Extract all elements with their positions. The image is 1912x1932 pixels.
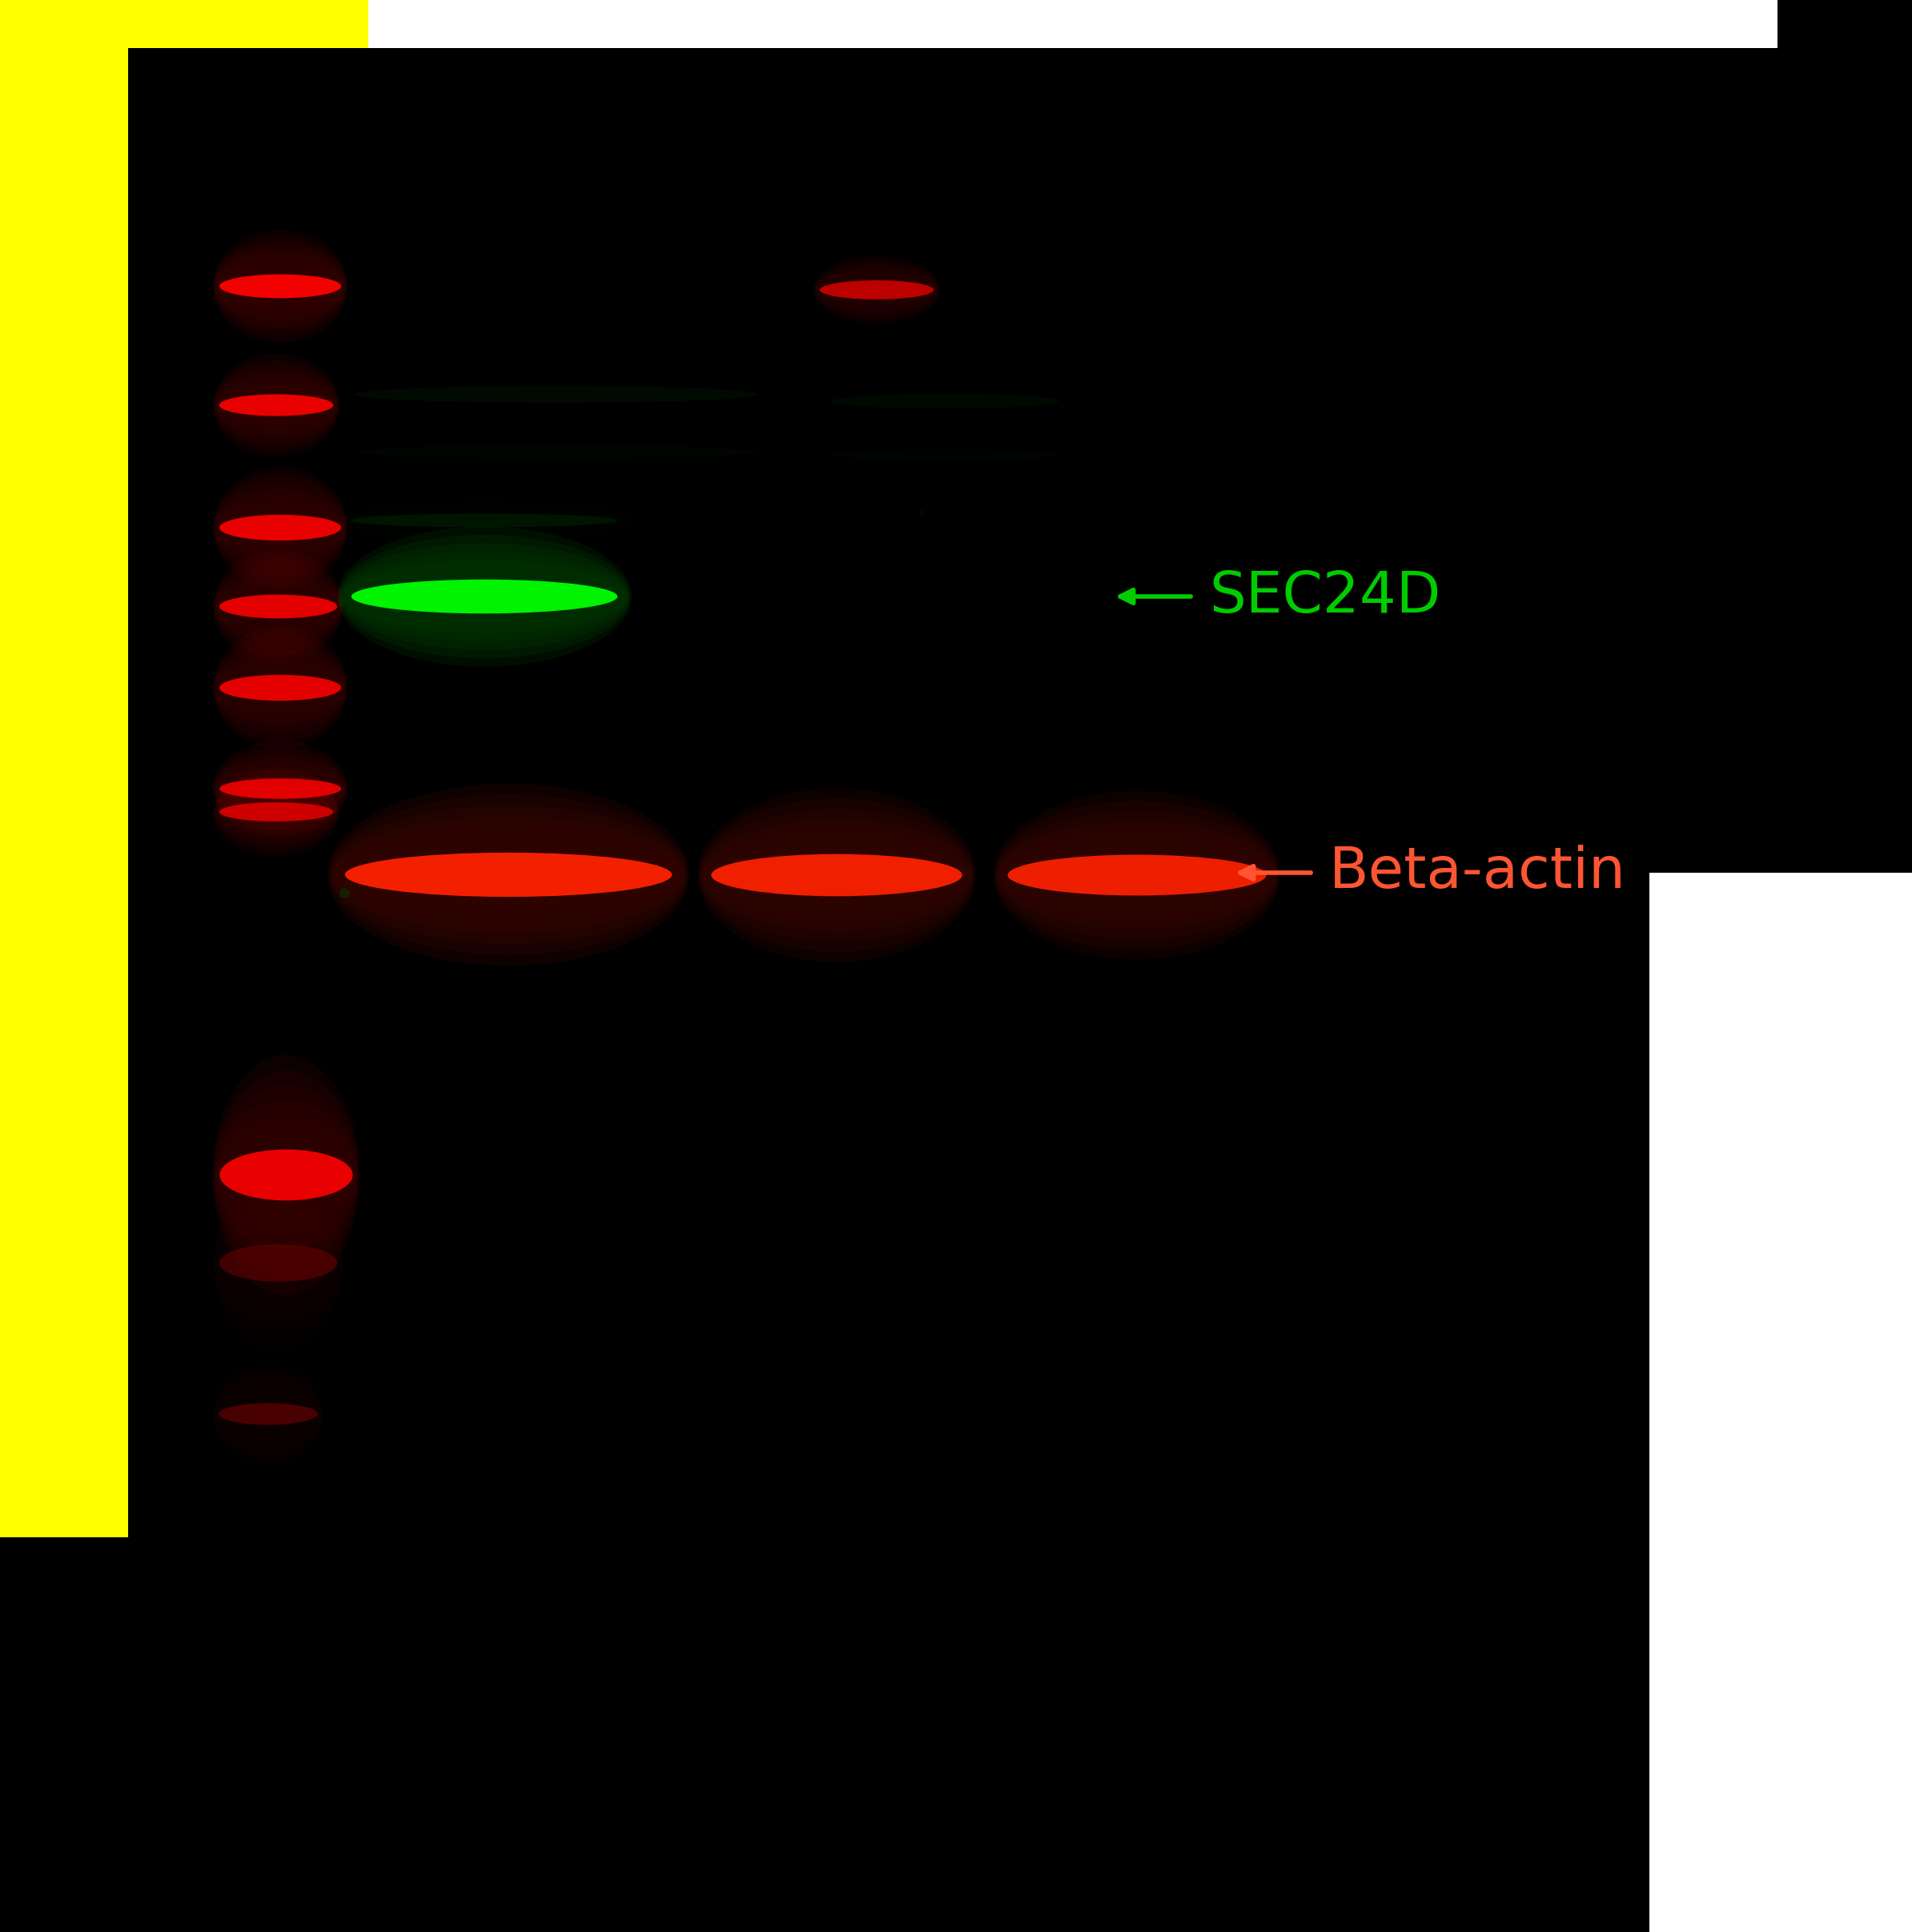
Ellipse shape xyxy=(352,580,618,614)
Ellipse shape xyxy=(212,626,348,748)
Bar xyxy=(1650,873,1912,1932)
Ellipse shape xyxy=(344,852,671,896)
Ellipse shape xyxy=(220,595,337,618)
Ellipse shape xyxy=(337,526,631,667)
Ellipse shape xyxy=(356,386,757,404)
Ellipse shape xyxy=(220,1244,337,1281)
Ellipse shape xyxy=(220,779,340,798)
Ellipse shape xyxy=(711,854,962,896)
Bar xyxy=(0,0,897,48)
Ellipse shape xyxy=(698,788,975,962)
Ellipse shape xyxy=(212,1055,359,1294)
Ellipse shape xyxy=(212,468,348,589)
Ellipse shape xyxy=(218,1403,317,1426)
Ellipse shape xyxy=(220,802,333,821)
Text: Beta-actin: Beta-actin xyxy=(1329,844,1625,900)
Text: SEC24D: SEC24D xyxy=(1208,568,1442,624)
Ellipse shape xyxy=(820,280,933,299)
Ellipse shape xyxy=(356,446,757,458)
Ellipse shape xyxy=(220,274,340,298)
Ellipse shape xyxy=(212,740,348,837)
Ellipse shape xyxy=(212,354,338,456)
Bar xyxy=(369,0,1778,48)
Ellipse shape xyxy=(220,514,340,541)
Bar xyxy=(0,0,128,1538)
Ellipse shape xyxy=(327,784,688,966)
Ellipse shape xyxy=(830,394,1059,410)
Ellipse shape xyxy=(830,450,1059,460)
Ellipse shape xyxy=(352,514,618,527)
Ellipse shape xyxy=(212,551,344,663)
Ellipse shape xyxy=(220,674,340,701)
Ellipse shape xyxy=(220,394,333,415)
Ellipse shape xyxy=(212,230,348,342)
Ellipse shape xyxy=(1008,854,1266,896)
Ellipse shape xyxy=(220,1150,354,1200)
Ellipse shape xyxy=(994,790,1279,958)
